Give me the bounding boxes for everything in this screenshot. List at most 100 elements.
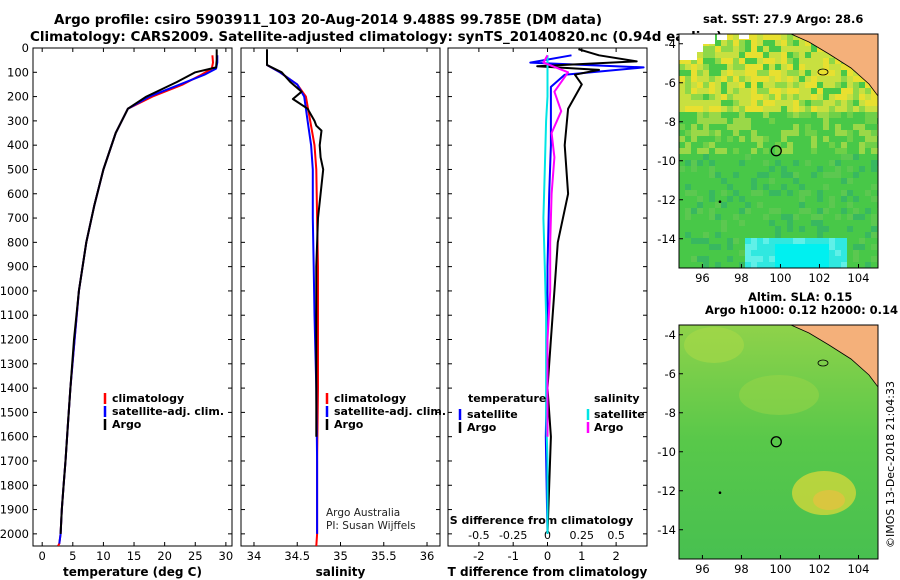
series-line-argo: [59, 49, 218, 534]
argo-location-marker: [770, 436, 782, 448]
x2-tick-label: -0.5: [468, 529, 489, 542]
legend-entry: Argo: [112, 418, 142, 431]
x-axis-label: salinity: [316, 565, 366, 579]
map-x-tick-label: 98: [734, 271, 749, 285]
map-y-tick-label: -12: [657, 484, 676, 498]
map-field: [679, 325, 878, 559]
map-x-tick-label: 96: [695, 271, 710, 285]
legend-entry: Argo: [334, 418, 364, 431]
map-y-tick-label: -10: [657, 154, 676, 168]
legend-entry: climatology: [334, 392, 406, 405]
y-tick-label: 1200: [0, 333, 29, 347]
sst-map-title: sat. SST: 27.9 Argo: 28.6: [703, 12, 864, 26]
series-line-argo: [266, 49, 325, 437]
island-outline: [817, 68, 829, 76]
x2-tick-label: 0.25: [570, 529, 595, 542]
map-y-tick-label: -14: [657, 523, 676, 537]
y-tick-label: 300: [7, 114, 29, 128]
island-dot: [718, 491, 722, 495]
map-frame: [678, 324, 879, 560]
y-tick-label: 1400: [0, 381, 29, 395]
x-tick-label: 0: [544, 549, 551, 563]
map-y-tick-label: -6: [665, 367, 676, 381]
island-dot: [718, 200, 722, 203]
x2-tick-label: -0.25: [499, 529, 527, 542]
x-axis-label: T difference from climatology: [448, 565, 648, 579]
legend-entry: climatology: [112, 392, 184, 405]
legend-heading-temperature: temperature: [468, 392, 546, 405]
x-tick-label: 25: [188, 549, 203, 563]
y-tick-label: 1000: [0, 284, 29, 298]
y-tick-label: 2000: [0, 527, 29, 541]
map-y-tick-label: -8: [665, 406, 676, 420]
y-tick-label: 1300: [0, 357, 29, 371]
y-tick-label: 0: [22, 41, 29, 55]
x-tick-label: 30: [219, 549, 234, 563]
annotation-text: Argo Australia: [326, 507, 400, 519]
y-tick-label: 1100: [0, 308, 29, 322]
y-tick-label: 600: [7, 187, 29, 201]
map-x-tick-label: 98: [734, 562, 749, 576]
series-line-temperature-argo: [536, 48, 638, 534]
x-tick-label: 1: [578, 549, 585, 563]
x2-axis-label: S difference from climatology: [450, 514, 634, 527]
x-tick-label: 36: [420, 549, 435, 563]
map-x-tick-label: 104: [848, 271, 870, 285]
y-tick-label: 1500: [0, 405, 29, 419]
y-tick-label: 900: [7, 260, 29, 274]
y-tick-label: 800: [7, 235, 29, 249]
x-tick-label: 15: [127, 549, 142, 563]
map-x-tick-label: 100: [769, 562, 791, 576]
map-x-tick-label: 96: [695, 562, 710, 576]
y-tick-label: 1800: [0, 478, 29, 492]
map-x-tick-label: 100: [769, 271, 791, 285]
y-tick-label: 700: [7, 211, 29, 225]
x-tick-label: 10: [96, 549, 111, 563]
map-y-tick-label: -10: [657, 445, 676, 459]
map-panel-1: 96 98 100 102 104 -4 -6 -8 -10 -12 -14: [657, 324, 879, 576]
y-tick-label: 200: [7, 90, 29, 104]
legend-heading-salinity: salinity: [594, 392, 640, 405]
map-frame: [678, 33, 879, 269]
map-y-tick-label: -4: [665, 37, 676, 51]
profile-panel-2: -2 -1 0 1 2 T difference from climatology -0.5…: [447, 47, 648, 579]
map-y-tick-label: -4: [665, 328, 676, 342]
x-tick-label: 35: [333, 549, 348, 563]
y-tick-label: 1900: [0, 503, 29, 517]
x-tick-label: -1: [507, 549, 518, 563]
legend-entry: satellite-adj. clim.: [112, 405, 224, 418]
series-line-salinity-satellite: [542, 55, 549, 534]
sla-map-title-line1: Altim. SLA: 0.15: [748, 290, 853, 304]
map-field: [679, 34, 878, 268]
x-tick-label: -2: [473, 549, 484, 563]
map-x-tick-label: 102: [808, 562, 830, 576]
x2-tick-label: 0: [544, 529, 551, 542]
x-tick-label: 0: [39, 549, 46, 563]
y-tick-label: 1600: [0, 430, 29, 444]
profile-panel-0: 0100200300400500600700800900100011001200…: [0, 41, 233, 579]
plot-frame: [240, 47, 441, 547]
y-tick-label: 1700: [0, 454, 29, 468]
x-tick-label: 20: [157, 549, 172, 563]
x2-tick-label: 0.5: [607, 529, 625, 542]
x-tick-label: 2: [612, 549, 619, 563]
argo-location-marker: [770, 145, 782, 157]
legend-entry: satellite: [594, 408, 645, 421]
map-y-tick-label: -12: [657, 193, 676, 207]
annotation-text: PI: Susan Wijffels: [326, 520, 416, 532]
plot-frame: [32, 47, 233, 547]
y-tick-label: 100: [7, 65, 29, 79]
map-y-tick-label: -6: [665, 76, 676, 90]
figure-title-line1: Argo profile: csiro 5903911_103 20-Aug-2…: [54, 12, 603, 28]
legend-entry: satellite-adj. clim.: [334, 405, 446, 418]
map-x-tick-label: 104: [848, 562, 870, 576]
sla-map-title-line2: Argo h1000: 0.12 h2000: 0.14: [705, 303, 899, 317]
x-tick-label: 35.5: [371, 549, 397, 563]
land-mass: [790, 34, 878, 97]
legend-entry: Argo: [467, 421, 497, 434]
y-tick-label: 400: [7, 138, 29, 152]
map-y-tick-label: -8: [665, 115, 676, 129]
x-tick-label: 34: [247, 549, 262, 563]
island-outline: [817, 359, 829, 367]
